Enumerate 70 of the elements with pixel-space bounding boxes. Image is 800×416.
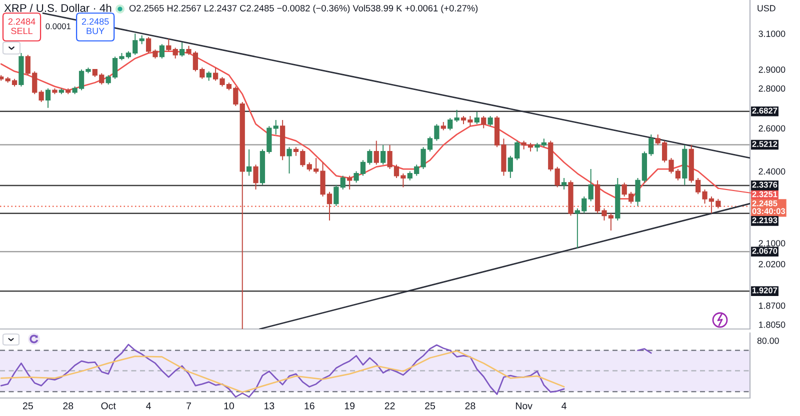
candlestick [166,38,172,52]
candlestick [548,140,554,172]
y-tick-label: 3.1000 [758,30,786,37]
x-tick-label: 16 [304,402,314,410]
ref-line-label: 1.9207 [752,287,778,294]
candlestick [286,146,292,174]
candlestick [159,44,165,59]
y-tick-label: 1.8700 [759,302,786,309]
ref-line-label: 2.2485 03:40:03 [752,200,786,214]
text: 80.00 [757,338,779,344]
candlestick [682,144,688,186]
candlestick [347,175,352,190]
ref-line-label: 2.6827 [752,108,778,114]
candlestick [280,120,286,161]
candlestick [561,178,567,190]
x-tick-label: Oct [101,402,116,410]
annotation: 2.2485 BUY [82,18,109,34]
y-tick-label: 2.6000 [758,125,786,132]
candlestick [58,88,64,95]
candlestick [474,111,480,125]
candlestick [206,70,212,82]
candlestick [179,42,185,58]
chart-subtitle: O2.2565 H2.2567 L2.2437 C2.2485 −0.0082 (−0.36%) Vol538.99 K +0.0061 (+0.27%) [129,4,478,14]
candlestick [273,120,278,135]
x-tick-label: 7 [186,402,191,410]
candlestick [18,52,24,87]
y-axis-title: USD [758,5,776,12]
candlestick [588,168,594,202]
annotation: 0.0001 [46,23,71,30]
candlestick [554,166,560,188]
candlestick [240,102,245,329]
candlestick [52,88,58,95]
candlestick [246,148,252,176]
ref-line-label: 2.3376 [752,182,778,188]
x-tick-label: 25 [425,402,436,410]
candlestick [481,115,486,129]
x-tick-label: 19 [344,402,355,410]
y-tick-label: 2.8000 [758,85,786,92]
ref-line-label: 2.2193 [752,217,778,224]
y-tick-label: 2.0200 [758,261,786,268]
y-tick-label: 2.4000 [758,168,786,175]
ref-line-label: 2.5212 [752,141,778,148]
x-tick-label: 28 [465,402,476,410]
ref-line-label: 2.0670 [752,248,778,254]
candlestick [139,34,144,45]
x-tick-label: 10 [224,402,234,410]
x-tick-label: 22 [384,402,395,410]
candlestick [253,164,258,190]
x-tick-label: 25 [23,402,33,410]
y-tick-label: 1.8050 [759,322,786,328]
annotation: 2.2484 SELL [8,18,36,34]
candlestick [374,140,379,166]
x-tick-label: Nov [516,402,532,410]
candlestick [172,47,178,59]
x-tick-label: 4 [146,402,151,410]
candlestick [66,88,71,95]
candlestick [488,115,493,127]
candlestick [38,90,44,102]
candlestick [615,178,620,222]
candlestick [440,122,446,131]
x-tick-label: 28 [63,402,74,410]
x-tick-label: 4 [562,402,566,410]
y-tick-label: 2.1000 [758,240,786,246]
candlestick [380,144,386,166]
candlestick [45,88,51,108]
y-tick-label: 2.9000 [758,66,786,73]
annotation: 2.3251 [752,191,778,198]
candlestick [568,180,574,216]
chart-title: XRP / U.S. Dollar · 4h [4,4,112,12]
x-tick-label: 13 [264,402,274,410]
